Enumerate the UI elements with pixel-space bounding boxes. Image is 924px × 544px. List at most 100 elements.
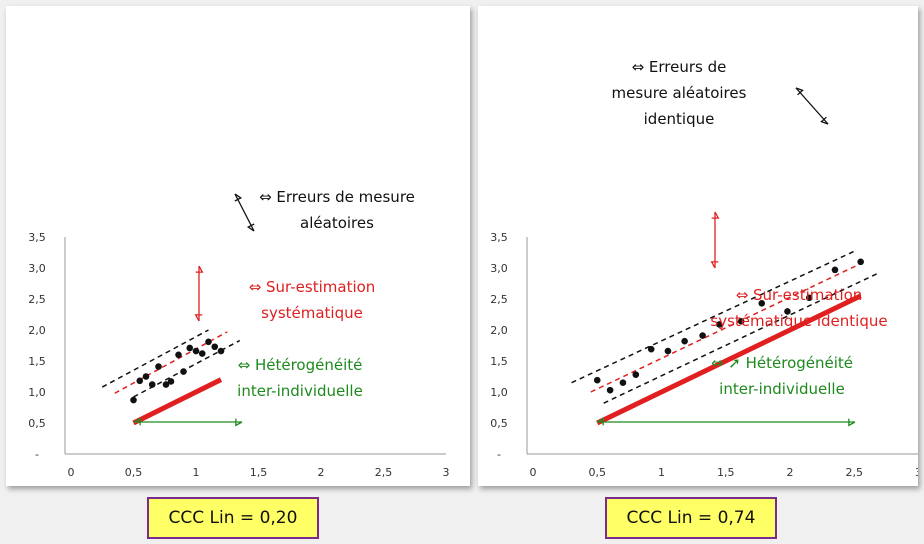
heterogeneity-arrow-head-start — [596, 417, 604, 426]
data-point — [192, 347, 200, 355]
y-tick-label: 1,0 — [28, 386, 46, 399]
random-error-annotation-line-3: identique — [644, 110, 715, 128]
y-tick-label: 2,5 — [490, 293, 508, 306]
data-point — [737, 318, 745, 325]
random-error-arrow — [234, 193, 255, 232]
data-point — [758, 300, 766, 307]
random-error-annotation-line-2: aléatoires — [300, 214, 374, 232]
identity-line — [596, 293, 862, 426]
data-point — [606, 386, 614, 394]
bias-annotation-line-1: ⇔ Sur-estimation — [736, 286, 863, 304]
data-point — [180, 368, 187, 375]
random-error-arrow-head-start — [795, 87, 804, 96]
data-point — [198, 350, 206, 357]
bias-arrow-head-start — [711, 211, 720, 219]
data-point — [681, 337, 688, 345]
y-tick-label: 3,5 — [490, 231, 508, 244]
y-tick-label: 3,0 — [490, 262, 508, 275]
random-error-arrow — [795, 87, 829, 125]
x-tick-label: 2 — [787, 466, 794, 479]
random-error-annotation-line-1: ⇔ Erreurs de — [632, 58, 727, 76]
y-tick-label: 1,5 — [28, 355, 46, 368]
data-point — [205, 338, 212, 346]
data-point — [142, 373, 150, 380]
random-error-arrow-head-end — [820, 116, 829, 125]
random-error-arrow-head-start — [234, 193, 243, 202]
x-tick-label: 2,5 — [375, 466, 393, 479]
data-point — [647, 345, 655, 353]
y-tick-label: 2,0 — [490, 324, 508, 337]
heterogeneity-annotation-line-1: ⇔ ➚ Hétérogénéité — [711, 354, 853, 372]
data-point — [805, 294, 813, 302]
data-point — [857, 258, 864, 266]
y-tick-label: 0,5 — [490, 417, 508, 430]
x-tick-label: 1 — [193, 466, 200, 479]
random-error-annotation-line-1: ⇔ Erreurs de mesure — [259, 188, 415, 206]
data-point — [716, 321, 723, 328]
scatter-chart-right: 0 0,5 1 1,5 2 2,5 3 - 0,5 1,0 1,5 2,0 2,5 3,0 3,5 ⇔ Err… — [490, 58, 918, 479]
x-tick-label: 2 — [318, 466, 325, 479]
y-tick-label: 1,5 — [490, 355, 508, 368]
chart-panel-left: 0 0,5 1 1,5 2 2,5 3 - 0,5 1,0 1,5 2,0 2,5 3,0 3,5 ⇔ Err… — [6, 6, 470, 486]
data-point — [699, 332, 706, 339]
upper-band-line — [571, 250, 855, 384]
x-tick-label: 1 — [658, 466, 665, 479]
x-tick-label: 0,5 — [589, 466, 607, 479]
data-point — [211, 343, 219, 351]
y-tick-label: 1,0 — [490, 386, 508, 399]
data-point — [632, 371, 640, 378]
ccc-label-left: CCC Lin = 0,20 — [147, 497, 319, 539]
heterogeneity-arrow-head-start — [133, 417, 141, 426]
data-point — [155, 363, 162, 370]
y-tick-label: - — [35, 448, 39, 461]
x-tick-label: 0 — [530, 466, 537, 479]
y-tick-label: 2,0 — [28, 324, 46, 337]
data-point — [136, 377, 144, 385]
y-tick-label: - — [497, 448, 501, 461]
x-tick-label: 1,5 — [250, 466, 268, 479]
y-tick-label: 3,0 — [28, 262, 46, 275]
data-point — [186, 344, 194, 352]
data-point — [148, 381, 156, 388]
x-tick-label: 3 — [915, 466, 918, 479]
fit-line — [114, 331, 228, 394]
data-point — [664, 347, 672, 355]
fit-line — [590, 259, 868, 393]
lower-band-line — [603, 271, 881, 404]
data-point — [130, 396, 137, 404]
data-point — [784, 308, 791, 315]
x-tick-label: 0 — [68, 466, 75, 479]
data-point — [593, 376, 601, 384]
data-point — [831, 266, 839, 274]
bias-arrow-head-end — [194, 314, 203, 322]
heterogeneity-arrow-head-end — [848, 418, 856, 427]
bias-arrow-head-start — [195, 265, 204, 273]
ccc-label-right: CCC Lin = 0,74 — [605, 497, 777, 539]
heterogeneity-annotation-line-1: ⇔ Hétérogénéité — [238, 356, 363, 374]
data-point — [619, 379, 627, 387]
data-point — [167, 378, 175, 385]
chart-panel-right: 0 0,5 1 1,5 2 2,5 3 - 0,5 1,0 1,5 2,0 2,5 3,0 3,5 ⇔ Err… — [478, 6, 918, 486]
x-tick-label: 3 — [443, 466, 450, 479]
y-tick-label: 3,5 — [28, 231, 46, 244]
bias-arrow-head-end — [710, 261, 719, 269]
identity-line — [132, 377, 223, 426]
y-tick-label: 0,5 — [28, 417, 46, 430]
bias-annotation-line-2: systématique identique — [710, 312, 887, 330]
random-error-arrow-head-end — [246, 223, 255, 232]
data-point — [175, 351, 182, 359]
data-point — [217, 347, 225, 355]
heterogeneity-annotation-line-2: inter-individuelle — [719, 380, 845, 398]
heterogeneity-arrow-head-end — [235, 418, 243, 427]
data-point — [162, 381, 170, 388]
bias-annotation-line-1: ⇔ Sur-estimation — [249, 278, 376, 296]
random-error-annotation-line-2: mesure aléatoires — [612, 84, 747, 102]
y-tick-label: 2,5 — [28, 293, 46, 306]
bias-annotation-line-2: systématique — [261, 304, 363, 322]
x-tick-label: 0,5 — [125, 466, 143, 479]
scatter-chart-left: 0 0,5 1 1,5 2 2,5 3 - 0,5 1,0 1,5 2,0 2,5 3,0 3,5 ⇔ Err… — [28, 188, 450, 479]
x-tick-label: 2,5 — [846, 466, 864, 479]
heterogeneity-annotation-line-2: inter-individuelle — [237, 382, 363, 400]
upper-band-line — [101, 329, 209, 388]
x-tick-label: 1,5 — [717, 466, 735, 479]
